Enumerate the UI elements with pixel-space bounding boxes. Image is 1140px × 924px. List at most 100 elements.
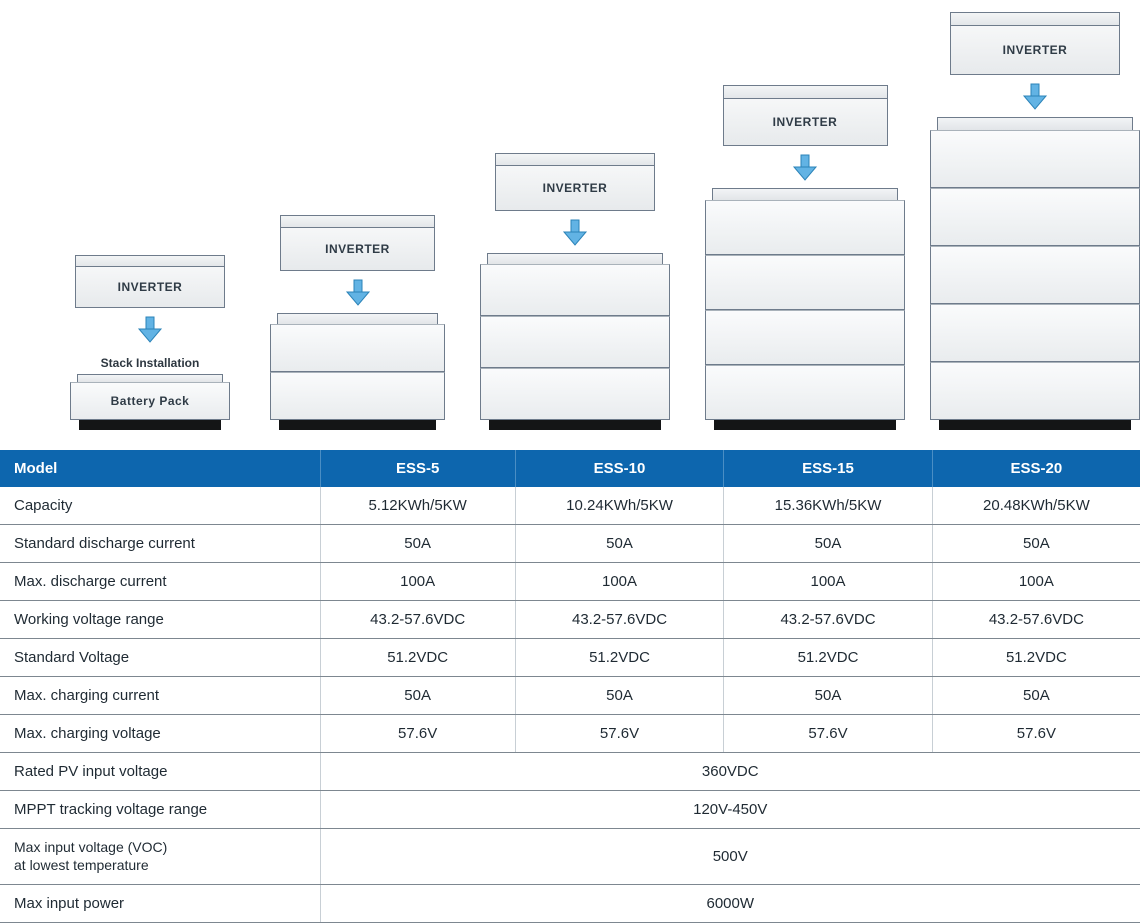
cell: 43.2-57.6VDC — [320, 601, 515, 639]
arrow-down-icon — [137, 316, 163, 344]
battery-base — [79, 420, 221, 430]
stack-install-label: Stack Installation — [101, 356, 200, 370]
battery-module — [930, 188, 1140, 246]
battery-stack: Battery Pack — [70, 374, 230, 430]
battery-module — [270, 372, 445, 420]
cell: 57.6V — [932, 715, 1140, 753]
row-label: Max. charging voltage — [0, 715, 320, 753]
cell-span: 500V — [320, 829, 1140, 885]
row-label: MPPT tracking voltage range — [0, 791, 320, 829]
battery-stack — [270, 313, 445, 430]
table-row: Max. charging current50A50A50A50A — [0, 677, 1140, 715]
stack-column-3: INVERTER — [470, 153, 680, 430]
cell: 57.6V — [320, 715, 515, 753]
inverter-label: INVERTER — [325, 242, 390, 256]
battery-module — [480, 316, 670, 368]
cell: 50A — [320, 525, 515, 563]
cell: 50A — [320, 677, 515, 715]
inverter-label: INVERTER — [1003, 43, 1068, 57]
table-row: Working voltage range43.2-57.6VDC43.2-57… — [0, 601, 1140, 639]
cell: 50A — [932, 677, 1140, 715]
battery-module — [705, 365, 905, 420]
col-header-model: Model — [0, 450, 320, 487]
table-row: MPPT tracking voltage range120V-450V — [0, 791, 1140, 829]
battery-module — [705, 310, 905, 365]
cell: 100A — [320, 563, 515, 601]
cell: 51.2VDC — [320, 639, 515, 677]
row-label: Max input voltage (VOC)at lowest tempera… — [0, 829, 320, 885]
stack-column-4: INVERTER — [695, 85, 915, 430]
inverter-box: INVERTER — [723, 85, 888, 146]
table-header-row: ModelESS-5ESS-10ESS-15ESS-20 — [0, 450, 1140, 487]
table-row: Capacity5.12KWh/5KW10.24KWh/5KW15.36KWh/… — [0, 487, 1140, 525]
battery-pack-label: Battery Pack — [111, 394, 190, 408]
stack-column-5: INVERTER — [920, 12, 1140, 430]
battery-base — [714, 420, 896, 430]
col-header: ESS-5 — [320, 450, 515, 487]
cell: 51.2VDC — [724, 639, 932, 677]
battery-module — [705, 200, 905, 255]
cell: 51.2VDC — [515, 639, 723, 677]
battery-module: Battery Pack — [70, 382, 230, 420]
table-row: Max input voltage (VOC)at lowest tempera… — [0, 829, 1140, 885]
table-row: Max. charging voltage57.6V57.6V57.6V57.6… — [0, 715, 1140, 753]
battery-module — [930, 304, 1140, 362]
arrow-down-icon — [562, 219, 588, 247]
stack-column-1: INVERTER Stack Installation Battery Pack — [60, 255, 240, 430]
cell: 100A — [515, 563, 723, 601]
inverter-box: INVERTER — [495, 153, 655, 211]
battery-module — [705, 255, 905, 310]
cell: 43.2-57.6VDC — [932, 601, 1140, 639]
cell: 50A — [515, 677, 723, 715]
inverter-box: INVERTER — [950, 12, 1120, 75]
battery-base — [489, 420, 661, 430]
battery-stack — [480, 253, 670, 430]
cell: 50A — [515, 525, 723, 563]
row-label: Capacity — [0, 487, 320, 525]
cell: 50A — [932, 525, 1140, 563]
row-label: Max. discharge current — [0, 563, 320, 601]
cell-span: 6000W — [320, 885, 1140, 923]
inverter-label: INVERTER — [118, 280, 183, 294]
table-row: Max. discharge current100A100A100A100A — [0, 563, 1140, 601]
inverter-label: INVERTER — [773, 115, 838, 129]
row-label: Working voltage range — [0, 601, 320, 639]
inverter-box: INVERTER — [75, 255, 225, 308]
battery-module — [480, 368, 670, 420]
row-label: Max input power — [0, 885, 320, 923]
arrow-down-icon — [792, 154, 818, 182]
battery-module — [930, 130, 1140, 188]
cell: 57.6V — [724, 715, 932, 753]
table-row: Rated PV input voltage360VDC — [0, 753, 1140, 791]
battery-module — [930, 362, 1140, 420]
cell: 100A — [724, 563, 932, 601]
battery-stack — [705, 188, 905, 430]
inverter-box: INVERTER — [280, 215, 435, 271]
arrow-down-icon — [1022, 83, 1048, 111]
cell-span: 120V-450V — [320, 791, 1140, 829]
col-header: ESS-15 — [724, 450, 932, 487]
col-header: ESS-20 — [932, 450, 1140, 487]
cell: 50A — [724, 525, 932, 563]
battery-base — [939, 420, 1131, 430]
stack-diagram: INVERTER Stack Installation Battery Pack… — [0, 0, 1140, 450]
inverter-label: INVERTER — [543, 181, 608, 195]
stack-column-2: INVERTER — [260, 215, 455, 430]
cell: 57.6V — [515, 715, 723, 753]
row-label: Rated PV input voltage — [0, 753, 320, 791]
arrow-down-icon — [345, 279, 371, 307]
row-label: Standard discharge current — [0, 525, 320, 563]
table-row: Max input power6000W — [0, 885, 1140, 923]
battery-module — [930, 246, 1140, 304]
cell: 51.2VDC — [932, 639, 1140, 677]
battery-module — [480, 264, 670, 316]
cell: 20.48KWh/5KW — [932, 487, 1140, 525]
spec-table: ModelESS-5ESS-10ESS-15ESS-20 Capacity5.1… — [0, 450, 1140, 923]
cell: 43.2-57.6VDC — [724, 601, 932, 639]
battery-module — [270, 324, 445, 372]
cell: 50A — [724, 677, 932, 715]
cell: 15.36KWh/5KW — [724, 487, 932, 525]
row-label: Standard Voltage — [0, 639, 320, 677]
cell-span: 360VDC — [320, 753, 1140, 791]
cell: 100A — [932, 563, 1140, 601]
